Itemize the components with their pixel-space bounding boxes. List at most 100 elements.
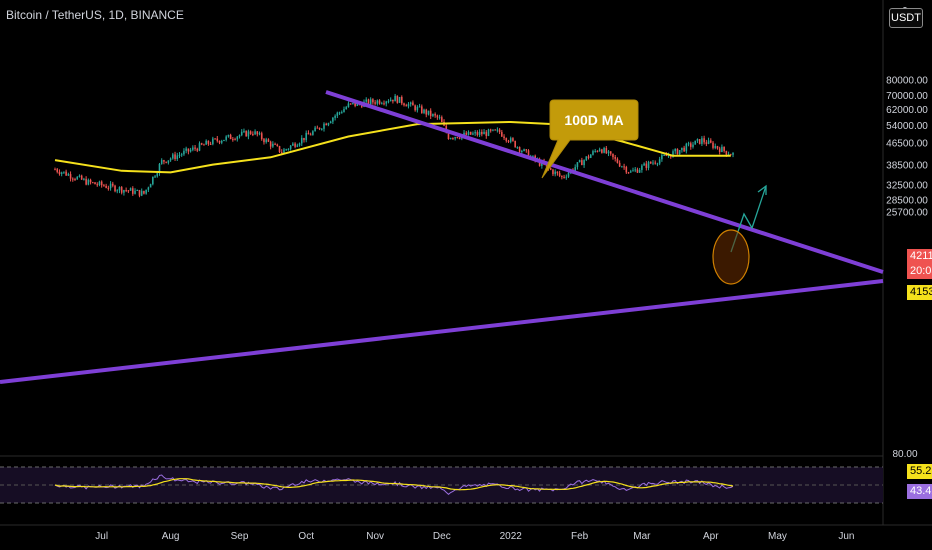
candle-body: [100, 181, 103, 186]
candle-body: [167, 160, 170, 163]
candle-body: [712, 142, 714, 148]
time-tick-label: 2022: [500, 531, 523, 542]
candle-body: [378, 100, 381, 104]
candle-body: [349, 103, 352, 105]
candle-body: [267, 139, 270, 142]
candle-body: [243, 130, 245, 132]
price-tick-label: 32500.00: [886, 180, 928, 191]
candle-body: [374, 102, 376, 104]
candle-body: [487, 129, 490, 136]
candle-body: [694, 140, 697, 145]
candle-body: [532, 155, 534, 157]
candle-body: [478, 131, 481, 135]
candle-body: [501, 132, 503, 137]
candle-body: [343, 109, 345, 113]
candle-body: [416, 106, 419, 111]
candle-body: [494, 129, 496, 131]
candle-body: [669, 155, 672, 158]
candle-body: [389, 99, 392, 102]
candle-body: [505, 138, 508, 141]
candle-body: [138, 190, 141, 196]
candle-body: [147, 187, 150, 190]
candle-body: [71, 178, 74, 180]
candle-body: [561, 175, 563, 177]
candle-body: [340, 112, 343, 114]
callout-box: [541, 99, 639, 179]
candle-body: [223, 139, 225, 142]
rsi-ma-tag: 55.22: [907, 464, 932, 479]
candle-body: [605, 148, 608, 154]
candle-body: [214, 138, 216, 140]
candle-body: [174, 154, 176, 160]
candle-body: [705, 142, 708, 144]
candle-body: [496, 129, 499, 131]
candle-body: [91, 182, 94, 184]
candle-body: [109, 183, 112, 189]
price-tick-label: 46500.00: [886, 139, 928, 150]
candle-body: [318, 127, 321, 130]
rsi-ma-line: [54, 478, 734, 491]
highlight-ellipse[interactable]: [712, 229, 750, 285]
candle-body: [681, 147, 683, 151]
time-axis[interactable]: Jul Aug Sep Oct Nov Dec 2022 Feb Mar Apr May Jun: [95, 531, 854, 542]
candle-body: [421, 106, 423, 113]
candle-body: [56, 169, 59, 172]
candle-body: [423, 109, 425, 113]
candle-body: [405, 105, 408, 107]
candle-body: [436, 115, 439, 118]
candle-body: [183, 150, 185, 155]
candle-body: [447, 132, 450, 139]
upper-trendline[interactable]: [325, 90, 884, 274]
candle-body: [701, 138, 703, 144]
candle-body: [523, 149, 525, 152]
candle-body: [474, 132, 476, 134]
candle-body: [438, 117, 441, 119]
ma-100-line: [54, 120, 731, 174]
candle-body: [334, 115, 336, 118]
candle-body: [112, 183, 114, 186]
candle-body: [634, 169, 637, 171]
candle-body: [629, 171, 632, 173]
candle-body: [714, 146, 717, 148]
candle-body: [507, 140, 510, 142]
candle-body: [74, 178, 76, 180]
price-tick-label: 70000.00: [886, 91, 928, 102]
price-axis[interactable]: 80000.00 70000.00 62000.00 54000.00 46500.00…: [886, 75, 928, 218]
candle-body: [238, 135, 241, 137]
time-tick-label: Jun: [838, 531, 854, 542]
candle-body: [594, 150, 596, 152]
candle-body: [203, 144, 205, 146]
candle-body: [521, 151, 523, 153]
price-tick-label: 25700.00: [886, 208, 928, 219]
candle-body: [656, 163, 659, 165]
candle-body: [385, 101, 388, 104]
candle-body: [212, 138, 214, 145]
candle-body: [698, 139, 701, 144]
time-tick-label: Feb: [571, 531, 589, 542]
chart-title[interactable]: Bitcoin / TetherUS, 1D, BINANCE: [6, 8, 184, 22]
candle-body: [647, 161, 650, 168]
currency-badge[interactable]: USDT: [889, 8, 923, 28]
ma-callout[interactable]: 100D MA: [541, 99, 639, 179]
lower-trendline[interactable]: [0, 279, 884, 384]
candle-body: [632, 170, 634, 172]
candle-body: [176, 155, 179, 160]
candle-body: [434, 114, 436, 116]
candle-body: [612, 153, 614, 158]
candle-body: [665, 154, 668, 157]
candle-body: [614, 157, 617, 159]
candle-body: [249, 131, 252, 134]
candle-body: [658, 159, 661, 164]
candle-body: [278, 145, 281, 152]
candle-body: [323, 123, 325, 129]
candle-body: [721, 146, 723, 153]
candle-body: [80, 175, 83, 180]
time-tick-label: Oct: [298, 531, 314, 542]
candle-body: [623, 166, 625, 168]
candle-body: [518, 147, 521, 152]
candle-body: [649, 161, 652, 164]
candle-body: [63, 171, 65, 173]
candle-body: [616, 158, 619, 163]
candle-body: [407, 104, 410, 107]
